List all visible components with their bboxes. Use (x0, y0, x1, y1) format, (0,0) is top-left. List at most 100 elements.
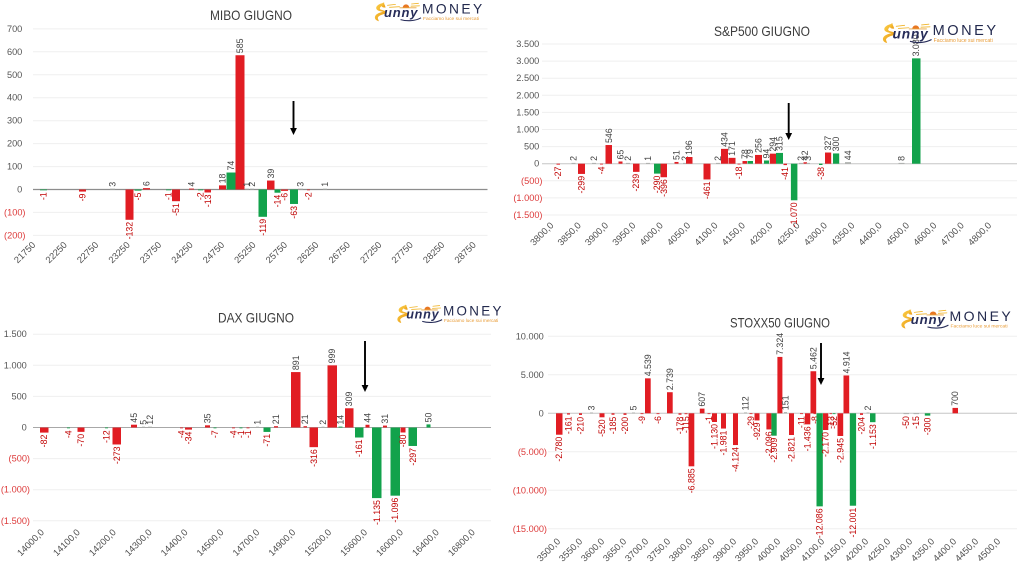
svg-text:3.500: 3.500 (516, 39, 539, 49)
svg-text:44: 44 (843, 150, 853, 160)
svg-text:327: 327 (823, 136, 833, 151)
svg-text:-1: -1 (39, 192, 49, 200)
svg-text:5.000: 5.000 (521, 370, 544, 380)
svg-text:-38: -38 (816, 167, 826, 180)
svg-text:-161: -161 (354, 439, 364, 457)
svg-text:0: 0 (539, 408, 544, 418)
svg-text:-2.170: -2.170 (821, 432, 831, 457)
svg-text:42: 42 (800, 150, 810, 160)
svg-text:151: 151 (781, 395, 791, 410)
svg-text:78: 78 (740, 149, 750, 159)
svg-text:(1.500): (1.500) (513, 210, 542, 220)
svg-text:-27: -27 (553, 166, 563, 179)
svg-text:-461: -461 (702, 181, 712, 199)
svg-text:434: 434 (720, 132, 730, 147)
svg-text:2: 2 (589, 156, 599, 161)
svg-text:-41: -41 (780, 167, 790, 180)
svg-text:-15: -15 (911, 416, 921, 429)
svg-text:-13: -13 (203, 194, 213, 207)
svg-text:-34: -34 (184, 431, 194, 444)
svg-text:8: 8 (897, 156, 907, 161)
svg-text:-273: -273 (112, 446, 122, 464)
svg-text:(10.000): (10.000) (513, 485, 547, 495)
svg-text:-63: -63 (289, 206, 299, 219)
svg-text:10.000: 10.000 (516, 331, 544, 341)
svg-text:(15.000): (15.000) (513, 524, 547, 534)
svg-text:-300: -300 (923, 417, 933, 435)
svg-text:31: 31 (380, 414, 390, 424)
svg-text:-7: -7 (210, 430, 220, 438)
svg-text:3.080: 3.080 (911, 34, 921, 56)
svg-text:5: 5 (139, 420, 149, 425)
svg-text:-4: -4 (597, 166, 607, 174)
svg-text:-1.070: -1.070 (789, 202, 799, 227)
svg-text:500: 500 (524, 142, 539, 152)
svg-text:-1: -1 (704, 416, 714, 424)
svg-text:S&P500 GIUGNO: S&P500 GIUGNO (714, 24, 810, 39)
svg-text:-14: -14 (273, 195, 283, 208)
svg-text:-178: -178 (675, 417, 685, 435)
svg-text:(5.000): (5.000) (518, 447, 547, 457)
svg-text:2: 2 (680, 156, 690, 161)
svg-text:400: 400 (7, 93, 22, 103)
svg-text:-297: -297 (408, 448, 418, 466)
svg-text:2: 2 (863, 406, 873, 411)
svg-text:-4: -4 (177, 430, 187, 438)
svg-text:-1.981: -1.981 (719, 431, 729, 456)
svg-text:-9: -9 (637, 416, 647, 424)
svg-text:2: 2 (796, 156, 806, 161)
svg-text:-239: -239 (631, 174, 641, 192)
svg-text:585: 585 (235, 38, 245, 53)
svg-text:35: 35 (203, 413, 213, 423)
svg-text:-210: -210 (576, 417, 586, 435)
svg-text:0: 0 (534, 159, 539, 169)
svg-text:DAX GIUGNO: DAX GIUGNO (218, 311, 294, 326)
svg-text:18: 18 (218, 174, 228, 184)
svg-text:5.462: 5.462 (808, 347, 818, 369)
svg-text:(200): (200) (4, 230, 25, 240)
svg-text:300: 300 (7, 116, 22, 126)
svg-text:-2: -2 (304, 192, 314, 200)
svg-text:309: 309 (344, 392, 354, 407)
svg-text:-52: -52 (829, 416, 839, 429)
svg-text:3: 3 (587, 406, 597, 411)
svg-text:-80: -80 (398, 434, 408, 447)
svg-text:2: 2 (318, 420, 328, 425)
svg-text:-70: -70 (76, 434, 86, 447)
svg-text:-5: -5 (133, 192, 143, 200)
svg-text:1.000: 1.000 (516, 125, 539, 135)
svg-text:65: 65 (616, 150, 626, 160)
svg-text:-929: -929 (752, 422, 762, 440)
svg-text:-4: -4 (229, 430, 239, 438)
svg-text:-1.153: -1.153 (868, 424, 878, 449)
svg-text:4.539: 4.539 (643, 354, 653, 376)
svg-text:-132: -132 (125, 222, 135, 240)
svg-text:4.914: 4.914 (841, 351, 851, 373)
svg-text:-520: -520 (597, 419, 607, 437)
svg-text:2: 2 (623, 156, 633, 161)
svg-text:-1.096: -1.096 (390, 498, 400, 523)
svg-text:-12.001: -12.001 (848, 508, 858, 538)
svg-text:2.500: 2.500 (516, 73, 539, 83)
svg-text:12: 12 (145, 415, 155, 425)
svg-text:-11: -11 (797, 416, 807, 428)
svg-text:1: 1 (320, 182, 330, 187)
svg-text:-2: -2 (196, 192, 206, 200)
svg-text:44: 44 (363, 413, 373, 423)
svg-text:-1: -1 (236, 430, 246, 438)
svg-text:-161: -161 (564, 416, 574, 434)
svg-text:MIBO GIUGNO: MIBO GIUGNO (210, 8, 292, 23)
svg-text:-82: -82 (39, 434, 49, 447)
svg-text:1.000: 1.000 (4, 360, 27, 370)
svg-text:-316: -316 (309, 449, 319, 467)
svg-text:(500): (500) (9, 454, 30, 464)
svg-text:-2.780: -2.780 (554, 437, 564, 462)
svg-text:-204: -204 (857, 417, 867, 435)
svg-text:-12: -12 (102, 430, 112, 443)
svg-text:2: 2 (713, 156, 723, 161)
svg-text:-1.135: -1.135 (372, 500, 382, 525)
svg-text:100: 100 (7, 162, 22, 172)
svg-text:-13: -13 (826, 416, 836, 429)
svg-text:2.000: 2.000 (516, 90, 539, 100)
svg-text:300: 300 (831, 137, 841, 152)
